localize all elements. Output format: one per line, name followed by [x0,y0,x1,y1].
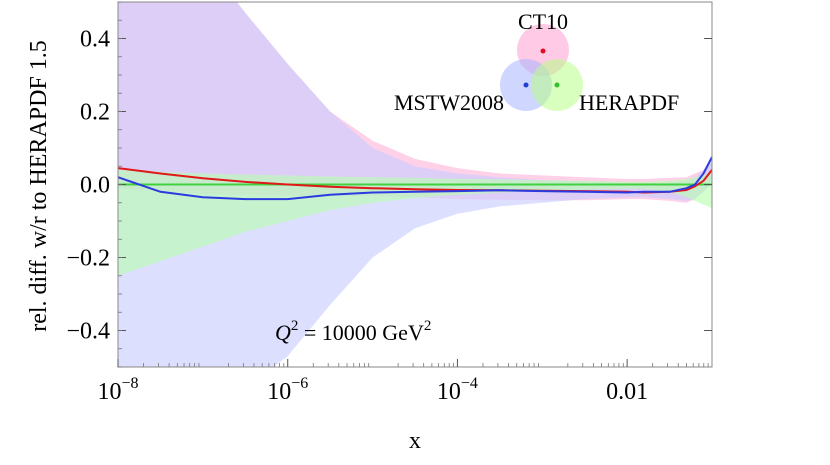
ticks-layer: 0.4 0.2 0.0 −0.2 −0.4 10−8 10−6 10−4 0.01 [66,1,712,405]
y-tick-label: 0.0 [80,173,110,199]
x-tick-label: 10−6 [267,375,308,405]
y-axis-label: rel. diff. w/r to HERAPDF 1.5 [26,40,52,332]
legend: CT10 MSTW2008 HERAPDF [394,9,679,115]
legend-ct10-dot [540,48,546,54]
x-tick-label: 10−4 [437,375,478,405]
lines-layer [118,156,712,201]
x-tick-label: 0.01 [606,379,648,405]
x-axis-label: x [409,428,421,454]
legend-herapdf-dot [554,82,560,88]
legend-mstw-dot [523,82,529,88]
band-herapdf [118,169,712,276]
bands-layer [118,2,712,367]
legend-mstw-label: MSTW2008 [394,90,504,115]
legend-herapdf-label: HERAPDF [579,90,679,115]
y-tick-label: 0.2 [80,100,110,126]
legend-ct10-label: CT10 [518,9,568,34]
x-tick-label: 10−8 [97,375,138,405]
line-mstw2008 [118,156,712,201]
y-tick-label: 0.4 [80,27,110,53]
y-tick-label: −0.2 [66,246,110,272]
q2-annotation: Q2 = 10000 GeV2 [275,318,431,345]
y-tick-label: −0.4 [66,319,110,345]
